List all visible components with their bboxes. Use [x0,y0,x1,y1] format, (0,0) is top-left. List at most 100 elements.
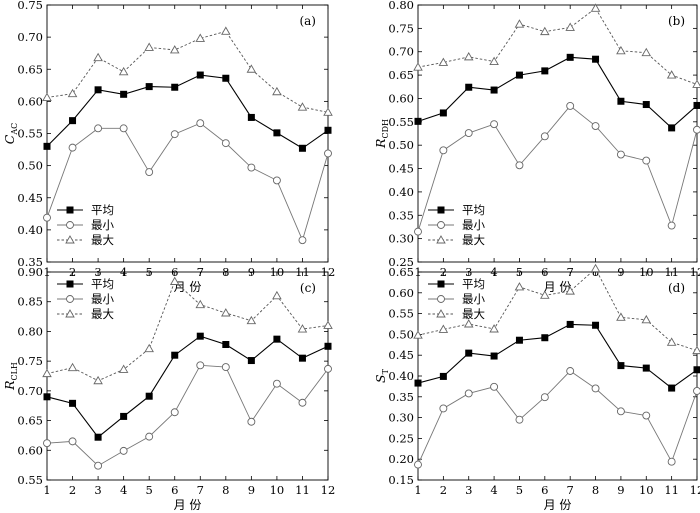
data-point-square [439,372,447,380]
y-axis-label-main: R [373,139,388,149]
legend-label: 平均 [91,277,114,291]
y-tick-label: 0.35 [17,255,43,269]
legend-marker-triangle [65,309,75,318]
data-point-triangle [489,56,499,65]
legend-label: 平均 [91,203,114,217]
data-point-triangle [323,107,333,116]
data-point-square [171,83,179,91]
series-line-circle [46,364,329,467]
data-point-triangle [195,299,206,309]
data-point-circle [439,146,448,155]
data-point-circle [298,236,307,245]
data-point-triangle [272,86,282,96]
data-point-square [247,357,255,365]
data-point-circle [68,437,77,446]
legend-label: 平均 [462,277,485,291]
data-point-circle [616,407,625,416]
legend-label: 最大 [91,233,114,247]
y-axis-label-subscript: T [381,368,390,374]
data-point-circle [515,161,524,170]
data-point-square [541,334,549,342]
x-tick-label: 4 [490,483,497,497]
y-tick-label: 0.25 [388,255,414,269]
data-point-triangle [590,3,601,12]
data-point-square [642,101,650,109]
data-point-triangle [514,19,525,28]
data-point-triangle [67,362,78,372]
x-axis-label: 月 份 [544,498,572,512]
data-point-square [298,354,306,362]
data-point-triangle [169,276,180,285]
y-tick-label: 0.45 [388,348,414,362]
data-point-circle [94,461,103,470]
legend-label: 最小 [91,218,114,232]
x-tick-label: 2 [69,483,76,497]
data-point-triangle [297,102,308,111]
data-point-circle [414,460,422,469]
data-point-square [94,86,102,94]
data-point-triangle [565,22,575,31]
y-axis-label: CAC [2,123,19,144]
data-point-circle [247,163,256,172]
y-tick-label: 0.55 [17,473,43,487]
data-point-circle [43,213,51,222]
legend-marker-square [437,280,445,288]
data-point-circle [170,408,179,417]
y-tick-label: 0.60 [17,94,43,108]
data-point-triangle [666,337,677,346]
plot-frame [417,271,698,481]
data-point-triangle [540,290,550,299]
y-tick-label: 0.55 [17,127,43,141]
legend-marker-square [66,206,74,214]
y-tick-label: 0.70 [17,30,43,44]
y-axis-label-subscript: AC [10,123,19,136]
data-point-triangle [616,45,626,55]
data-point-square [273,129,281,137]
x-tick-label: 10 [270,483,285,497]
data-point-circle [221,363,230,372]
series-line-square [417,323,698,389]
data-point-triangle [692,79,700,88]
legend-label: 最小 [462,218,485,232]
x-tick-label: 10 [639,483,654,497]
data-point-triangle [565,286,575,295]
plot-frame [46,4,329,263]
data-point-square [222,341,230,349]
data-point-triangle [169,45,180,54]
data-point-square [43,142,51,150]
y-tick-label: 0.60 [388,91,414,105]
data-point-square [247,113,255,121]
data-point-triangle [118,66,129,76]
y-tick-label: 0.80 [388,0,414,12]
data-point-square [196,332,204,340]
legend-marker-circle [437,295,445,303]
data-point-triangle [323,320,333,329]
data-point-triangle [221,26,231,35]
data-point-square [592,55,600,63]
y-tick-label: 0.60 [17,443,43,457]
chart-panel-1: 0.350.400.450.500.550.600.650.700.751234… [2,0,335,294]
data-point-circle [68,143,77,152]
x-tick-label: 5 [516,483,523,497]
data-point-circle [272,176,281,185]
data-point-circle [324,149,332,158]
data-point-circle [515,415,524,424]
data-point-square [43,393,51,401]
y-axis-label-main: C [2,134,17,144]
legend-label: 最大 [462,307,485,321]
data-point-circle [566,101,575,110]
y-tick-label: 0.50 [388,138,414,152]
data-point-square [145,83,153,91]
plot-frame [417,4,698,263]
data-point-circle [667,221,676,230]
legend-marker-circle [66,221,74,229]
y-tick-label: 0.70 [17,384,43,398]
panel-label: (c) [300,281,316,295]
data-point-circle [247,417,256,426]
x-tick-label: 9 [617,483,624,497]
data-point-circle [298,398,307,407]
data-point-triangle [93,52,103,62]
y-tick-label: 0.65 [388,265,414,279]
chart-panel-2: 0.25 0.30 0.35 0.40 0.45 0.50 0.55 0.60 0.65 0.70… [373,0,700,294]
